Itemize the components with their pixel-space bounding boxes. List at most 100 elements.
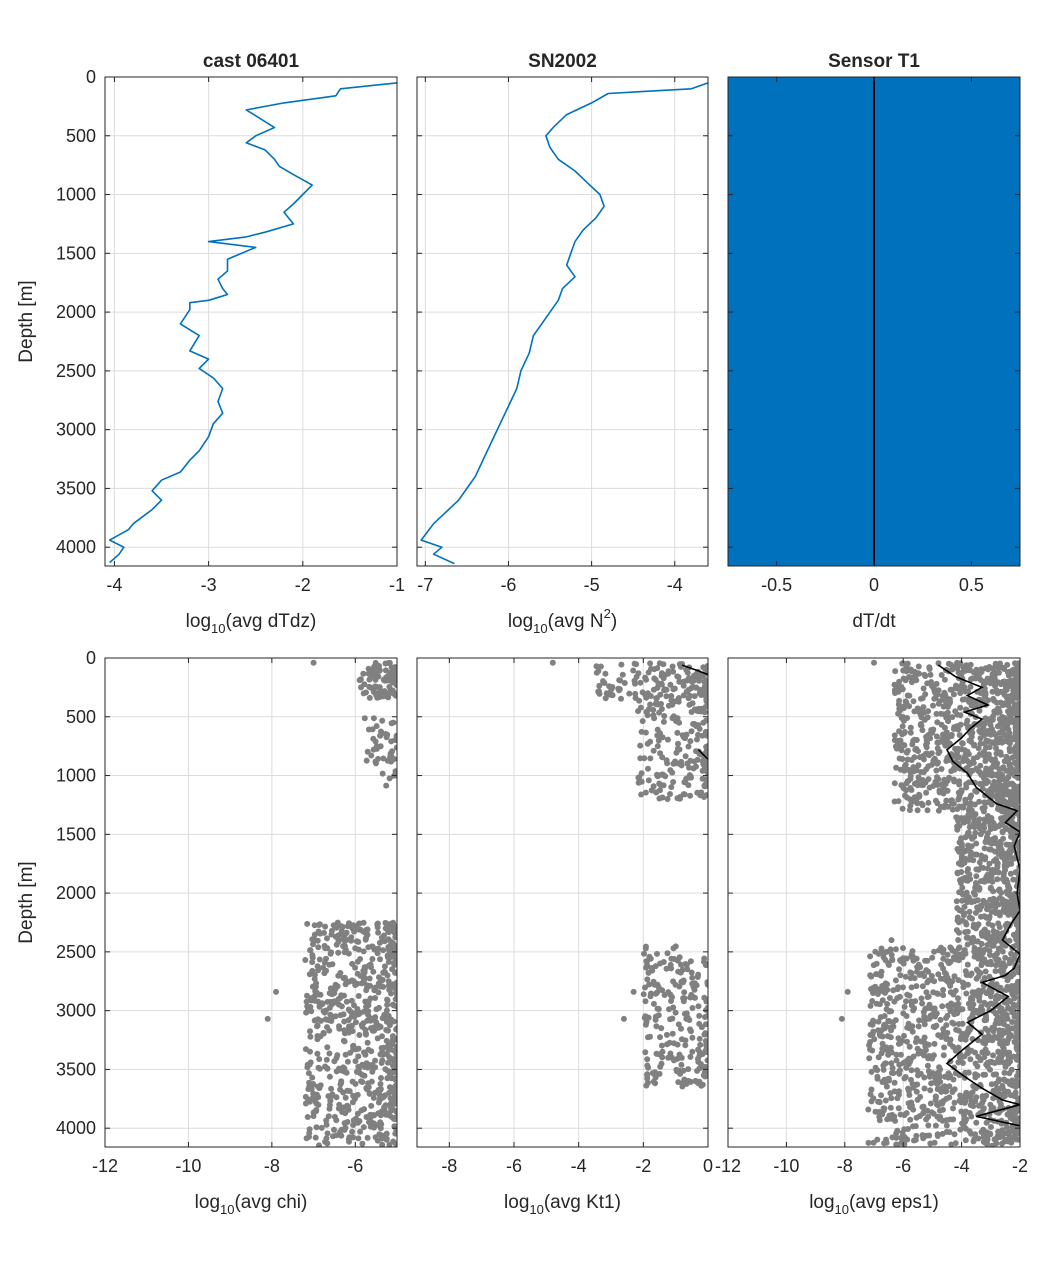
scatter-point	[915, 663, 922, 670]
scatter-point	[704, 1031, 708, 1038]
scatter-point	[647, 660, 654, 667]
scatter-point	[393, 732, 397, 739]
scatter-point	[1009, 794, 1016, 801]
y-tick-label: 1000	[56, 766, 96, 786]
scatter-point	[318, 1017, 324, 1024]
scatter-point	[653, 1023, 660, 1030]
scatter-point	[342, 1124, 349, 1131]
scatter-point	[866, 1042, 873, 1049]
x-tick-label: -4	[667, 575, 683, 595]
scatter-point	[882, 1046, 889, 1053]
scatter-point	[385, 959, 392, 965]
scatter-point	[372, 1014, 379, 1021]
scatter-point	[956, 781, 963, 788]
scatter-point	[915, 774, 922, 781]
scatter-point	[998, 1091, 1005, 1098]
scatter-point	[888, 951, 895, 958]
scatter-point	[979, 1007, 986, 1013]
scatter-point	[363, 1031, 369, 1038]
scatter-point	[915, 1072, 921, 1079]
scatter-point	[952, 956, 959, 963]
scatter-point	[1010, 1053, 1017, 1060]
scatter-point	[660, 959, 667, 965]
scatter-point	[689, 1048, 696, 1055]
scatter-point	[1017, 1063, 1020, 1070]
scatter-point	[968, 759, 975, 766]
scatter-point	[948, 945, 955, 952]
scatter-point	[994, 929, 1001, 936]
scatter-point	[356, 920, 363, 927]
scatter-point	[350, 978, 357, 985]
scatter-point	[938, 961, 945, 968]
scatter-point	[886, 1008, 893, 1015]
scatter-point	[973, 873, 980, 880]
scatter-point	[349, 1128, 356, 1135]
scatter-point	[911, 754, 918, 761]
scatter-point	[972, 1098, 979, 1105]
x-tick-label: 0	[869, 575, 879, 595]
scatter-point	[652, 990, 659, 997]
scatter-point	[670, 779, 677, 785]
y-tick-label: 2000	[56, 883, 96, 903]
scatter-point	[1006, 679, 1013, 686]
scatter-point	[1017, 1107, 1020, 1114]
scatter-point	[324, 1044, 331, 1051]
scatter-point	[869, 998, 876, 1004]
scatter-point	[973, 840, 980, 847]
scatter-point	[392, 996, 397, 1003]
scatter-point	[661, 992, 668, 998]
scatter-point	[650, 1078, 657, 1085]
x-axis-label: log10(avg Kt1)	[504, 1192, 621, 1217]
scatter-point	[617, 677, 624, 684]
scatter-point	[1013, 1012, 1020, 1019]
x-tick-label: -7	[417, 575, 433, 595]
scatter-point	[927, 1071, 933, 1078]
scatter-point	[966, 972, 973, 978]
scatter-point	[646, 981, 653, 988]
x-label-subscript: 10	[835, 1202, 849, 1217]
scatter-point	[941, 776, 948, 783]
scatter-point	[369, 1112, 376, 1119]
scatter-point	[593, 663, 600, 670]
scatter-point	[970, 1138, 977, 1145]
plot-content	[108, 82, 397, 564]
scatter-point	[900, 984, 906, 991]
scatter-point	[320, 1008, 327, 1015]
scatter-point	[377, 732, 384, 739]
scatter-point	[921, 1085, 928, 1092]
scatter-point	[917, 722, 924, 728]
scatter-point	[618, 661, 625, 668]
scatter-point	[881, 983, 888, 989]
scatter-point	[996, 766, 1003, 773]
scatter-point	[895, 984, 902, 991]
scatter-point	[927, 1087, 934, 1094]
scatter-point	[909, 741, 916, 748]
scatter-point	[978, 855, 985, 862]
scatter-point	[967, 683, 974, 690]
scatter-point	[956, 839, 963, 846]
scatter-point	[962, 874, 968, 881]
y-tick-label: 3500	[56, 1059, 96, 1079]
scatter-point	[945, 660, 952, 667]
scatter-point	[370, 735, 377, 742]
x-tick-label: -6	[506, 1156, 522, 1176]
scatter-point	[692, 994, 698, 1001]
scatter-point	[867, 953, 874, 960]
scatter-point	[996, 993, 1003, 1000]
scatter-point	[865, 1106, 872, 1113]
scatter-point	[597, 663, 604, 670]
scatter-point	[917, 1093, 924, 1100]
scatter-point	[929, 1055, 936, 1062]
scatter-point	[643, 708, 650, 715]
scatter-point	[913, 983, 920, 990]
scatter-point	[995, 1131, 1002, 1138]
scatter-point	[1008, 765, 1014, 771]
scatter-point	[704, 1049, 708, 1056]
scatter-point	[987, 903, 994, 910]
scatter-point	[925, 1113, 932, 1120]
scatter-point	[923, 741, 929, 748]
scatter-point	[309, 936, 316, 943]
scatter-point	[681, 989, 688, 996]
scatter-point	[940, 987, 947, 993]
scatter-point	[670, 668, 677, 675]
